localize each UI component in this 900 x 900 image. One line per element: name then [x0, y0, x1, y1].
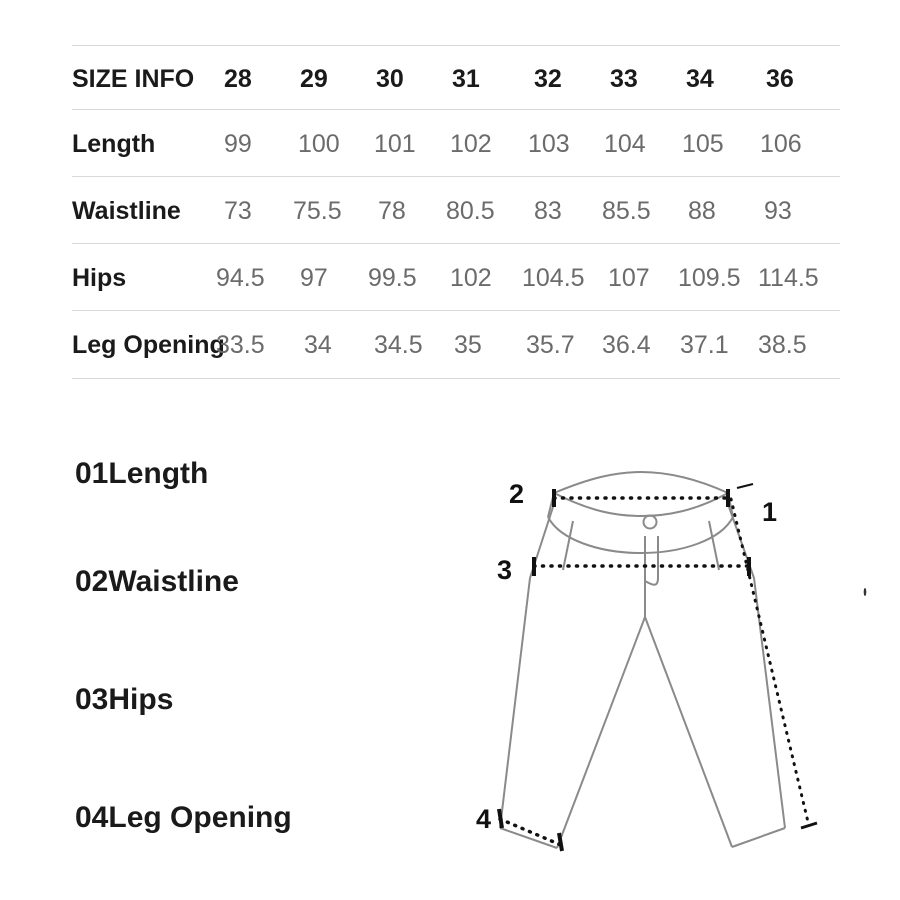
svg-text:3: 3 — [497, 555, 512, 585]
svg-text:2: 2 — [509, 479, 524, 509]
svg-text:1: 1 — [762, 497, 777, 527]
svg-text:4: 4 — [476, 804, 491, 834]
